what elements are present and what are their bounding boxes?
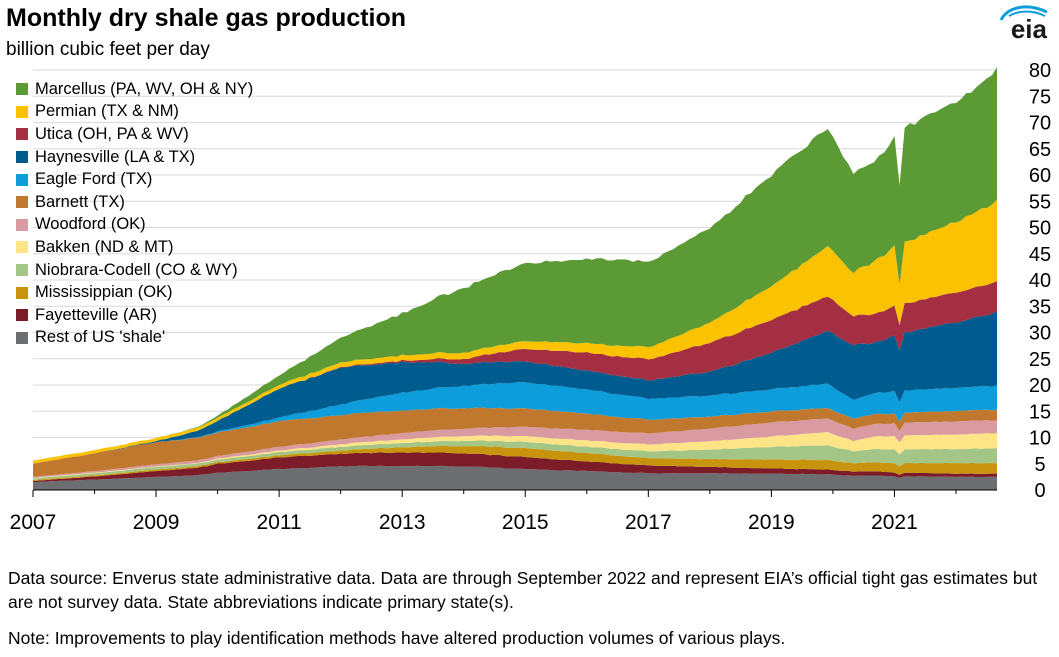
legend-swatch — [16, 128, 28, 141]
eia-logo — [995, 4, 1051, 44]
chart-title: Monthly dry shale gas production — [6, 4, 407, 32]
legend-label: Haynesville (LA & TX) — [35, 147, 196, 166]
legend-item-niobrara-codell-co-wy: Niobrara-Codell (CO & WY) — [16, 259, 253, 282]
legend-swatch — [16, 309, 28, 322]
y-tick-label: 20 — [1029, 375, 1051, 397]
methodology-note: Note: Improvements to play identificatio… — [8, 628, 786, 648]
chart-subtitle: billion cubic feet per day — [6, 39, 210, 60]
legend-label: Permian (TX & NM) — [35, 102, 179, 121]
legend-item-eagle-ford-tx: Eagle Ford (TX) — [16, 168, 253, 191]
y-tick-label: 35 — [1029, 296, 1051, 318]
y-tick-label: 70 — [1029, 113, 1051, 135]
stacked-area-chart: 2007 2009 2011 2013 2015 2017 2019 2021 0 5 10 15 20… — [10, 60, 1051, 534]
x-tick-label: 2021 — [871, 511, 918, 534]
x-tick-label: 2017 — [625, 511, 672, 534]
area-barnett-tx — [33, 407, 997, 477]
legend-label: Bakken (ND & MT) — [35, 237, 174, 256]
legend-item-mississippian-ok: Mississippian (OK) — [16, 281, 253, 304]
y-tick-label: 30 — [1029, 323, 1051, 345]
x-tick-label: 2015 — [502, 511, 549, 534]
legend-label: Utica (OH, PA & WV) — [35, 124, 189, 143]
y-tick-label: 75 — [1029, 86, 1051, 108]
legend-label: Fayetteville (AR) — [35, 305, 157, 324]
x-tick-label: 2007 — [10, 511, 57, 534]
x-tick-label: 2009 — [133, 511, 180, 534]
legend-label: Mississippian (OK) — [35, 283, 173, 302]
legend-item-barnett-tx: Barnett (TX) — [16, 191, 253, 214]
legend-label: Rest of US 'shale' — [35, 328, 166, 347]
legend-swatch — [16, 264, 28, 277]
legend-item-woodford-ok: Woodford (OK) — [16, 214, 253, 237]
legend-swatch — [16, 105, 28, 118]
legend-item-utica-oh-pa-wv: Utica (OH, PA & WV) — [16, 123, 253, 146]
x-tick-label: 2019 — [748, 511, 795, 534]
legend-swatch — [16, 196, 28, 209]
area-bakken-nd-mt — [33, 431, 997, 479]
y-tick-label: 40 — [1029, 270, 1051, 292]
legend-swatch — [16, 241, 28, 254]
legend-item-marcellus-pa-wv-oh-ny: Marcellus (PA, WV, OH & NY) — [16, 78, 253, 101]
area-rest-of-us-shale — [33, 465, 997, 490]
area-series-group — [33, 67, 997, 490]
legend-swatch — [16, 286, 28, 299]
legend-swatch — [16, 173, 28, 186]
area-mississippian-ok — [33, 445, 997, 482]
area-utica-oh-pa-wv — [33, 281, 997, 464]
y-tick-label: 45 — [1029, 244, 1051, 266]
legend-swatch — [16, 331, 28, 344]
legend-item-haynesville-la-tx: Haynesville (LA & TX) — [16, 146, 253, 169]
legend-swatch — [16, 218, 28, 231]
x-tick-label: 2011 — [257, 511, 302, 534]
y-tick-label: 5 — [1034, 454, 1045, 476]
legend-swatch — [16, 83, 28, 96]
x-tick-label: 2013 — [379, 511, 426, 534]
eia-logo-text: eia — [1010, 14, 1047, 44]
legend-label: Eagle Ford (TX) — [35, 170, 153, 189]
y-tick-label: 50 — [1029, 218, 1051, 240]
legend-item-bakken-nd-mt: Bakken (ND & MT) — [16, 236, 253, 259]
area-eagle-ford-tx — [33, 382, 997, 464]
y-tick-label: 25 — [1029, 349, 1051, 371]
area-fayetteville-ar — [33, 452, 997, 483]
data-source-note: Data source: Enverus state administrativ… — [8, 568, 1038, 612]
y-tick-label: 55 — [1029, 191, 1051, 213]
y-tick-label: 0 — [1034, 480, 1045, 502]
legend-label: Marcellus (PA, WV, OH & NY) — [35, 79, 254, 98]
legend-item-rest-of-us-shale: Rest of US 'shale' — [16, 327, 253, 350]
y-tick-label: 60 — [1029, 165, 1051, 187]
legend-label: Niobrara-Codell (CO & WY) — [35, 260, 238, 279]
y-tick-label: 65 — [1029, 139, 1051, 161]
area-niobrara-codell-co-wy — [33, 440, 997, 481]
area-woodford-ok — [33, 418, 997, 478]
y-tick-label: 15 — [1029, 401, 1051, 423]
chart-legend: Marcellus (PA, WV, OH & NY) Permian (TX &… — [16, 78, 253, 349]
y-tick-label: 10 — [1029, 428, 1051, 450]
y-tick-label: 80 — [1029, 60, 1051, 82]
legend-swatch — [16, 151, 28, 164]
legend-label: Barnett (TX) — [35, 192, 125, 211]
legend-label: Woodford (OK) — [35, 215, 146, 234]
legend-item-permian-tx-nm: Permian (TX & NM) — [16, 101, 253, 124]
legend-item-fayetteville-ar: Fayetteville (AR) — [16, 304, 253, 327]
